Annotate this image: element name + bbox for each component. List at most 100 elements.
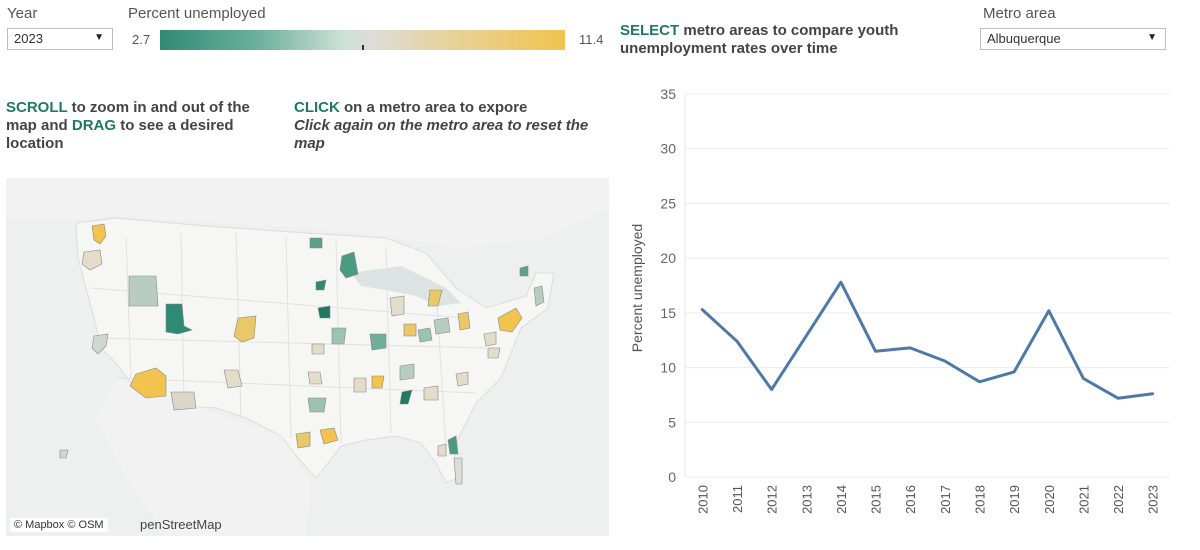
metro-jacksonville[interactable]	[447, 435, 459, 455]
metro-boston[interactable]	[533, 285, 545, 307]
metro-philly[interactable]	[483, 331, 497, 347]
metro-atlanta[interactable]	[399, 389, 413, 405]
metro-tulsa[interactable]	[311, 343, 325, 355]
data-point-2014[interactable]	[837, 278, 845, 286]
legend-marker	[362, 45, 364, 50]
metro-phoenix[interactable]	[170, 391, 197, 411]
click-text: on a metro area to expore	[339, 99, 528, 116]
metro-denver[interactable]	[233, 315, 257, 343]
x-tick-label: 2010	[695, 485, 710, 514]
x-tick-label: 2012	[765, 485, 780, 514]
metro-dallas[interactable]	[307, 397, 327, 413]
drag-keyword: DRAG	[71, 117, 117, 134]
metro-columbus[interactable]	[417, 327, 433, 343]
metro-sioux[interactable]	[315, 279, 327, 291]
metro-detroit[interactable]	[427, 289, 443, 307]
metro-houston[interactable]	[295, 431, 311, 449]
select-instruction: SELECT metro areas to compare youth unem…	[620, 22, 950, 58]
metro-neworleans[interactable]	[319, 427, 339, 445]
metro-buffalo[interactable]	[457, 311, 471, 331]
metro-birmingham[interactable]	[353, 377, 367, 393]
legend-gradient	[160, 30, 565, 50]
metro-omaha[interactable]	[317, 305, 331, 319]
metro-la[interactable]	[129, 367, 167, 399]
data-point-2012[interactable]	[768, 385, 776, 393]
metro-raleigh[interactable]	[455, 371, 469, 387]
x-axis-ticks: 2010 2011 2012 2013 2014 2015 2016 2017 2018 2019…	[695, 485, 1160, 514]
data-point-2022[interactable]	[1114, 394, 1122, 402]
metro-miami[interactable]	[453, 457, 463, 485]
y-tick-label: 10	[660, 360, 676, 376]
scroll-keyword: SCROLL	[6, 99, 68, 116]
scroll-instruction: SCROLL to zoom in and out of the map and…	[6, 99, 281, 153]
data-point-2019[interactable]	[1010, 368, 1018, 376]
map-canvas	[6, 178, 609, 536]
year-select[interactable]: 2023 ▼	[7, 28, 113, 50]
metro-portland-me[interactable]	[519, 265, 529, 277]
select-text: metro areas to compare youth unemploymen…	[620, 22, 899, 57]
data-point-2010[interactable]	[698, 306, 706, 314]
metro-charlotte[interactable]	[423, 385, 439, 401]
metro-okc[interactable]	[307, 371, 323, 385]
x-tick-label: 2014	[834, 485, 849, 514]
metro-chicago[interactable]	[389, 295, 405, 317]
y-tick-label: 35	[660, 88, 676, 102]
metro-label: Metro area	[983, 5, 1056, 22]
x-tick-label: 2017	[938, 485, 953, 514]
data-point-2020[interactable]	[1045, 307, 1053, 315]
click-instruction: CLICK on a metro area to expore Click ag…	[294, 99, 604, 153]
metro-stlouis[interactable]	[369, 333, 387, 351]
metro-salt-lake[interactable]	[165, 303, 193, 335]
percent-legend-label: Percent unemployed	[128, 5, 266, 22]
data-point-2018[interactable]	[975, 378, 983, 386]
data-point-2015[interactable]	[872, 347, 880, 355]
y-tick-label: 30	[660, 141, 676, 157]
data-point-2017[interactable]	[941, 357, 949, 365]
click-keyword: CLICK	[294, 99, 340, 116]
x-tick-label: 2022	[1111, 485, 1126, 514]
metro-select[interactable]: Albuquerque ▼	[980, 28, 1166, 50]
mexico	[96, 378, 311, 536]
map-attribution[interactable]: © Mapbox © OSM	[10, 518, 108, 532]
x-tick-label: 2018	[972, 485, 987, 514]
y-tick-label: 20	[660, 250, 676, 266]
metro-albuquerque[interactable]	[223, 369, 243, 389]
data-point-2013[interactable]	[802, 332, 810, 340]
year-select-value: 2023	[14, 31, 43, 46]
metro-pittsburgh[interactable]	[433, 317, 451, 335]
metro-sf[interactable]	[91, 333, 109, 355]
x-tick-label: 2019	[1007, 485, 1022, 514]
series-line-albuquerque[interactable]	[700, 280, 1155, 400]
y-axis-label: Percent unemployed	[629, 224, 645, 352]
metro-seattle[interactable]	[91, 223, 107, 245]
x-tick-label: 2016	[903, 485, 918, 514]
x-tick-label: 2020	[1042, 485, 1057, 514]
x-tick-label: 2023	[1146, 485, 1161, 514]
metro-honolulu[interactable]	[59, 449, 69, 459]
x-tick-label: 2011	[730, 485, 745, 513]
metro-boise[interactable]	[128, 275, 159, 307]
y-tick-label: 5	[668, 414, 676, 430]
data-point-2011[interactable]	[733, 337, 741, 345]
data-point-2021[interactable]	[1079, 375, 1087, 383]
data-point-2023[interactable]	[1149, 390, 1157, 398]
metro-tampa[interactable]	[437, 443, 447, 457]
click-reset-text: Click again on the metro area to reset t…	[294, 117, 589, 152]
chevron-down-icon: ▼	[94, 32, 104, 43]
metro-kc[interactable]	[331, 327, 347, 345]
x-tick-label: 2013	[799, 485, 814, 514]
metro-portland[interactable]	[81, 249, 103, 271]
metro-fargo[interactable]	[309, 237, 323, 249]
metro-minneapolis[interactable]	[339, 251, 359, 279]
legend-min: 2.7	[132, 32, 151, 47]
osm-credit[interactable]: penStreetMap	[140, 517, 222, 532]
metro-indy[interactable]	[403, 323, 417, 337]
year-label: Year	[7, 5, 38, 22]
metro-memphis[interactable]	[371, 375, 385, 389]
data-point-2016[interactable]	[906, 344, 914, 352]
metro-nyc[interactable]	[497, 307, 523, 333]
metro-dc[interactable]	[487, 347, 501, 359]
us-map[interactable]: © Mapbox © OSM penStreetMap	[6, 178, 609, 536]
metro-nashville[interactable]	[399, 363, 415, 381]
